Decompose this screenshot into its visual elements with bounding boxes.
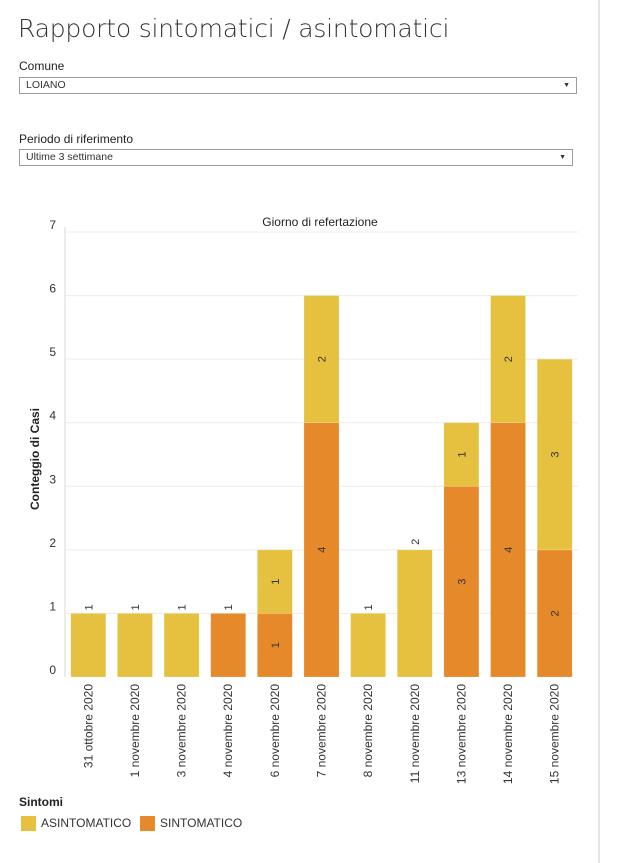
data-label: 4	[317, 547, 329, 553]
bar-segment	[257, 549, 293, 614]
data-label: 2	[410, 539, 422, 545]
bar-segment	[490, 295, 526, 423]
bar-segment	[70, 613, 107, 678]
data-label: 2	[503, 356, 515, 362]
bar-segment	[490, 422, 526, 678]
data-label: 1	[177, 604, 189, 610]
x-tick-label: 8 novembre 2020	[361, 684, 375, 778]
dropdown-arrow-icon[interactable]: ▼	[559, 154, 566, 161]
bar-segment	[350, 613, 386, 678]
x-tick-label: 3 novembre 2020	[175, 684, 189, 778]
y-tick-label: 1	[49, 599, 56, 613]
data-label: 2	[317, 356, 329, 362]
data-label: 3	[550, 451, 562, 457]
x-tick-label: 14 novembre 2020	[501, 684, 515, 784]
periodo-dropdown-value: Ultime 3 settimane	[26, 151, 113, 163]
x-tick-label: 7 novembre 2020	[315, 684, 329, 778]
legend-swatch-asintomatico	[21, 815, 36, 831]
data-label: 1	[363, 604, 375, 610]
page-title: Rapporto sintomatici / asintomatici	[18, 14, 450, 43]
y-tick-label: 3	[49, 472, 56, 486]
x-tick-label: 1 novembre 2020	[128, 684, 142, 778]
data-label: 1	[456, 451, 468, 457]
data-label: 2	[550, 610, 562, 616]
bar-segment	[536, 358, 573, 551]
comune-dropdown[interactable]: LOIANO ▼	[19, 77, 577, 94]
data-label: 1	[270, 579, 282, 585]
data-label: 1	[270, 642, 282, 648]
bar-segment	[443, 486, 480, 678]
data-label: 1	[83, 604, 95, 610]
data-label: 4	[503, 547, 515, 553]
legend-swatch-sintomatico	[140, 815, 155, 831]
stacked-bar-chart: 0 1 2 3 4 5 6 7 Giorno di refertazione Conteggio …	[28, 215, 578, 784]
bar-segment	[117, 613, 153, 678]
x-tick-label: 11 novembre 2020	[408, 684, 422, 784]
panel-divider	[598, 0, 600, 863]
bar-segment	[257, 613, 293, 678]
y-tick-label: 5	[49, 345, 56, 359]
bar-segment	[443, 422, 480, 487]
data-label: 1	[223, 604, 235, 610]
periodo-dropdown[interactable]: Ultime 3 settimane ▼	[19, 149, 573, 166]
x-tick-label: 13 novembre 2020	[454, 684, 468, 784]
bar-segment	[210, 613, 246, 678]
y-tick-label: 7	[49, 218, 56, 232]
x-tick-label: 6 novembre 2020	[268, 684, 282, 778]
bar-segment	[303, 422, 340, 678]
y-tick-label: 4	[49, 409, 56, 423]
legend-title: Sintomi	[19, 795, 63, 809]
bar-segment	[397, 549, 433, 678]
chart-title: Giorno di refertazione	[262, 215, 378, 229]
bar-segment	[536, 549, 573, 678]
legend-label-sintomatico: SINTOMATICO	[160, 816, 243, 830]
data-label: 1	[130, 604, 142, 610]
comune-dropdown-value: LOIANO	[26, 79, 66, 91]
comune-filter-label: Comune	[19, 59, 65, 73]
y-axis-title: Conteggio di Casi	[28, 408, 42, 510]
data-label: 3	[456, 579, 468, 585]
bar-segment	[303, 295, 340, 423]
periodo-filter-label: Periodo di riferimento	[19, 132, 134, 146]
bar-segment	[163, 613, 200, 678]
legend-label-asintomatico: ASINTOMATICO	[41, 816, 132, 830]
y-tick-label: 6	[49, 282, 56, 296]
legend-item-sintomatico[interactable]: SINTOMATICO	[140, 815, 242, 831]
x-tick-label: 15 novembre 2020	[548, 684, 562, 784]
x-tick-label: 31 ottobre 2020	[81, 684, 95, 768]
y-tick-label: 2	[49, 536, 56, 550]
dropdown-arrow-icon[interactable]: ▼	[563, 82, 570, 89]
x-tick-label: 4 novembre 2020	[221, 684, 235, 778]
y-tick-label: 0	[49, 663, 56, 677]
legend-item-asintomatico[interactable]: ASINTOMATICO	[21, 815, 131, 831]
